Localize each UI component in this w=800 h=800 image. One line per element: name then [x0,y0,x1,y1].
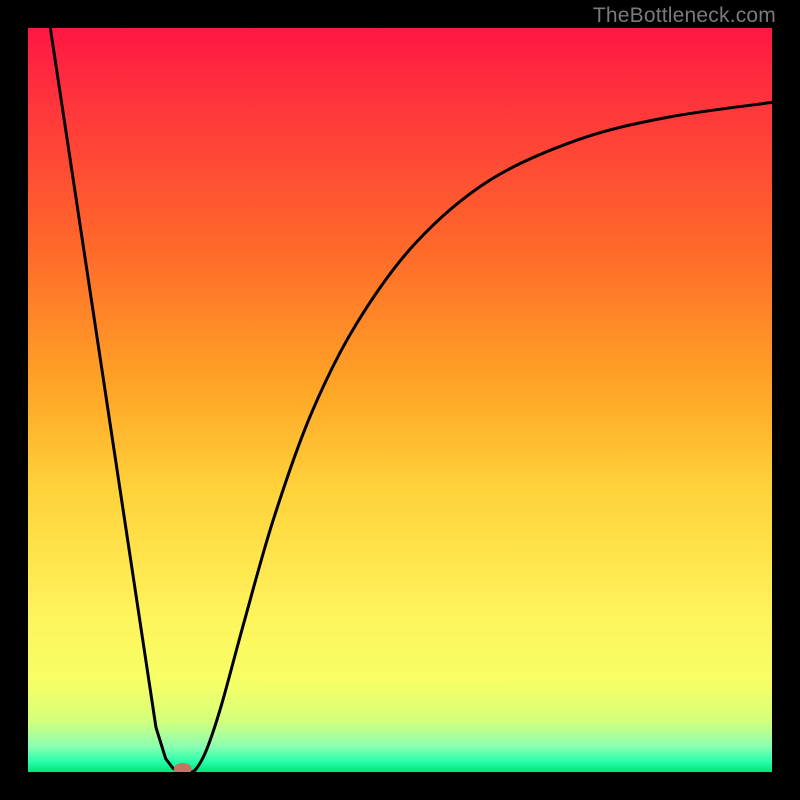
bottleneck-chart [28,28,772,772]
gradient-background [28,28,772,772]
watermark-text: TheBottleneck.com [593,4,776,28]
plot-area [28,28,772,772]
chart-frame: TheBottleneck.com [0,0,800,800]
